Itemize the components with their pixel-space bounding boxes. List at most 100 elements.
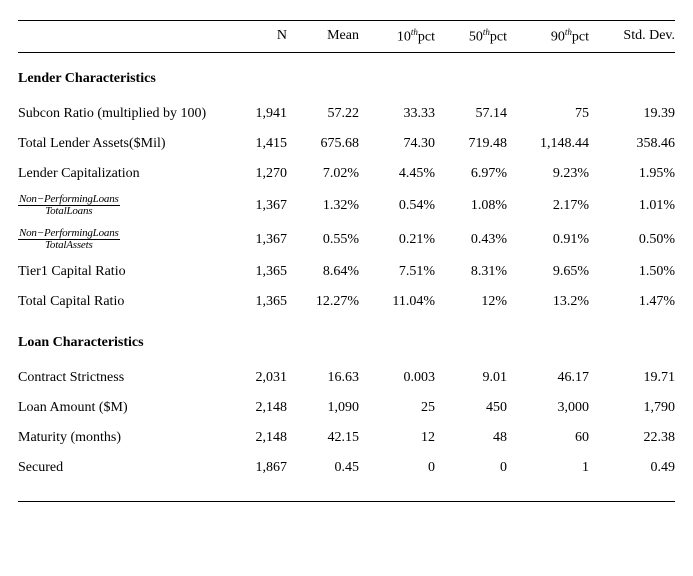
cell-mean: 8.64%	[287, 257, 359, 287]
cell-p10: 12	[359, 423, 435, 453]
cell-n: 1,365	[225, 257, 287, 287]
section-loan: Loan Characteristics	[18, 317, 675, 363]
table-row: Non−PerformingLoans TotalLoans 1,367 1.3…	[18, 189, 675, 223]
cell-mean: 42.15	[287, 423, 359, 453]
header-p90-post: pct	[572, 30, 589, 45]
cell-sd: 1,790	[589, 393, 675, 423]
cell-p50: 12%	[435, 287, 507, 317]
cell-p90: 3,000	[507, 393, 589, 423]
section-loan-title: Loan Characteristics	[18, 317, 675, 363]
header-row: N Mean 10thpct 50thpct 90thpct Std. Dev.	[18, 21, 675, 53]
cell-p90: 60	[507, 423, 589, 453]
cell-n: 1,367	[225, 189, 287, 223]
header-p50-pre: 50	[469, 30, 483, 45]
fraction-denominator: TotalLoans	[18, 206, 120, 218]
cell-mean: 7.02%	[287, 159, 359, 189]
cell-n: 1,367	[225, 223, 287, 257]
cell-p10: 0.21%	[359, 223, 435, 257]
cell-n: 2,148	[225, 393, 287, 423]
cell-p10: 7.51%	[359, 257, 435, 287]
cell-mean: 12.27%	[287, 287, 359, 317]
bottom-rule	[18, 483, 675, 502]
cell-p50: 1.08%	[435, 189, 507, 223]
cell-sd: 1.01%	[589, 189, 675, 223]
table-row: Non−PerformingLoans TotalAssets 1,367 0.…	[18, 223, 675, 257]
cell-sd: 358.46	[589, 129, 675, 159]
row-label: Lender Capitalization	[18, 159, 225, 189]
fraction-denominator: TotalAssets	[18, 240, 120, 252]
cell-mean: 675.68	[287, 129, 359, 159]
cell-mean: 0.45	[287, 453, 359, 483]
cell-p50: 6.97%	[435, 159, 507, 189]
section-lender: Lender Characteristics	[18, 52, 675, 99]
row-label-frac: Non−PerformingLoans TotalLoans	[18, 189, 225, 223]
cell-p50: 8.31%	[435, 257, 507, 287]
cell-p10: 4.45%	[359, 159, 435, 189]
header-p10-sup: th	[411, 27, 418, 37]
cell-p50: 57.14	[435, 99, 507, 129]
cell-sd: 1.50%	[589, 257, 675, 287]
fraction-npl-loans: Non−PerformingLoans TotalLoans	[18, 194, 120, 218]
cell-sd: 0.50%	[589, 223, 675, 257]
header-p50: 50thpct	[435, 21, 507, 53]
cell-n: 1,415	[225, 129, 287, 159]
header-blank	[18, 21, 225, 53]
header-n: N	[225, 21, 287, 53]
header-p50-post: pct	[490, 30, 507, 45]
cell-p50: 719.48	[435, 129, 507, 159]
cell-p10: 0.003	[359, 363, 435, 393]
header-p90-pre: 90	[551, 30, 565, 45]
cell-mean: 0.55%	[287, 223, 359, 257]
header-p10-post: pct	[418, 30, 435, 45]
cell-n: 2,148	[225, 423, 287, 453]
cell-p90: 1	[507, 453, 589, 483]
cell-mean: 1,090	[287, 393, 359, 423]
fraction-npl-assets: Non−PerformingLoans TotalAssets	[18, 228, 120, 252]
header-p90-sup: th	[565, 27, 572, 37]
cell-p90: 1,148.44	[507, 129, 589, 159]
table-row: Lender Capitalization 1,270 7.02% 4.45% …	[18, 159, 675, 189]
cell-sd: 1.47%	[589, 287, 675, 317]
section-lender-title: Lender Characteristics	[18, 52, 675, 99]
cell-mean: 57.22	[287, 99, 359, 129]
row-label: Tier1 Capital Ratio	[18, 257, 225, 287]
cell-mean: 1.32%	[287, 189, 359, 223]
cell-p10: 11.04%	[359, 287, 435, 317]
cell-mean: 16.63	[287, 363, 359, 393]
cell-p50: 450	[435, 393, 507, 423]
cell-p90: 9.23%	[507, 159, 589, 189]
header-p10: 10thpct	[359, 21, 435, 53]
row-label: Total Lender Assets($Mil)	[18, 129, 225, 159]
cell-p10: 0.54%	[359, 189, 435, 223]
header-sd: Std. Dev.	[589, 21, 675, 53]
header-p90: 90thpct	[507, 21, 589, 53]
cell-sd: 19.39	[589, 99, 675, 129]
cell-n: 2,031	[225, 363, 287, 393]
cell-p50: 9.01	[435, 363, 507, 393]
cell-p50: 0.43%	[435, 223, 507, 257]
cell-sd: 19.71	[589, 363, 675, 393]
cell-n: 1,365	[225, 287, 287, 317]
cell-n: 1,941	[225, 99, 287, 129]
cell-p10: 74.30	[359, 129, 435, 159]
cell-n: 1,867	[225, 453, 287, 483]
row-label: Secured	[18, 453, 225, 483]
cell-p90: 9.65%	[507, 257, 589, 287]
cell-sd: 0.49	[589, 453, 675, 483]
table-row: Subcon Ratio (multiplied by 100) 1,941 5…	[18, 99, 675, 129]
row-label: Maturity (months)	[18, 423, 225, 453]
cell-p10: 0	[359, 453, 435, 483]
table-row: Total Lender Assets($Mil) 1,415 675.68 7…	[18, 129, 675, 159]
cell-p10: 33.33	[359, 99, 435, 129]
row-label: Loan Amount ($M)	[18, 393, 225, 423]
cell-p90: 13.2%	[507, 287, 589, 317]
cell-p50: 0	[435, 453, 507, 483]
row-label-frac: Non−PerformingLoans TotalAssets	[18, 223, 225, 257]
row-label: Contract Strictness	[18, 363, 225, 393]
header-p10-pre: 10	[397, 30, 411, 45]
cell-p90: 46.17	[507, 363, 589, 393]
table-row: Loan Amount ($M) 2,148 1,090 25 450 3,00…	[18, 393, 675, 423]
header-p50-sup: th	[483, 27, 490, 37]
table-row: Total Capital Ratio 1,365 12.27% 11.04% …	[18, 287, 675, 317]
cell-p90: 0.91%	[507, 223, 589, 257]
